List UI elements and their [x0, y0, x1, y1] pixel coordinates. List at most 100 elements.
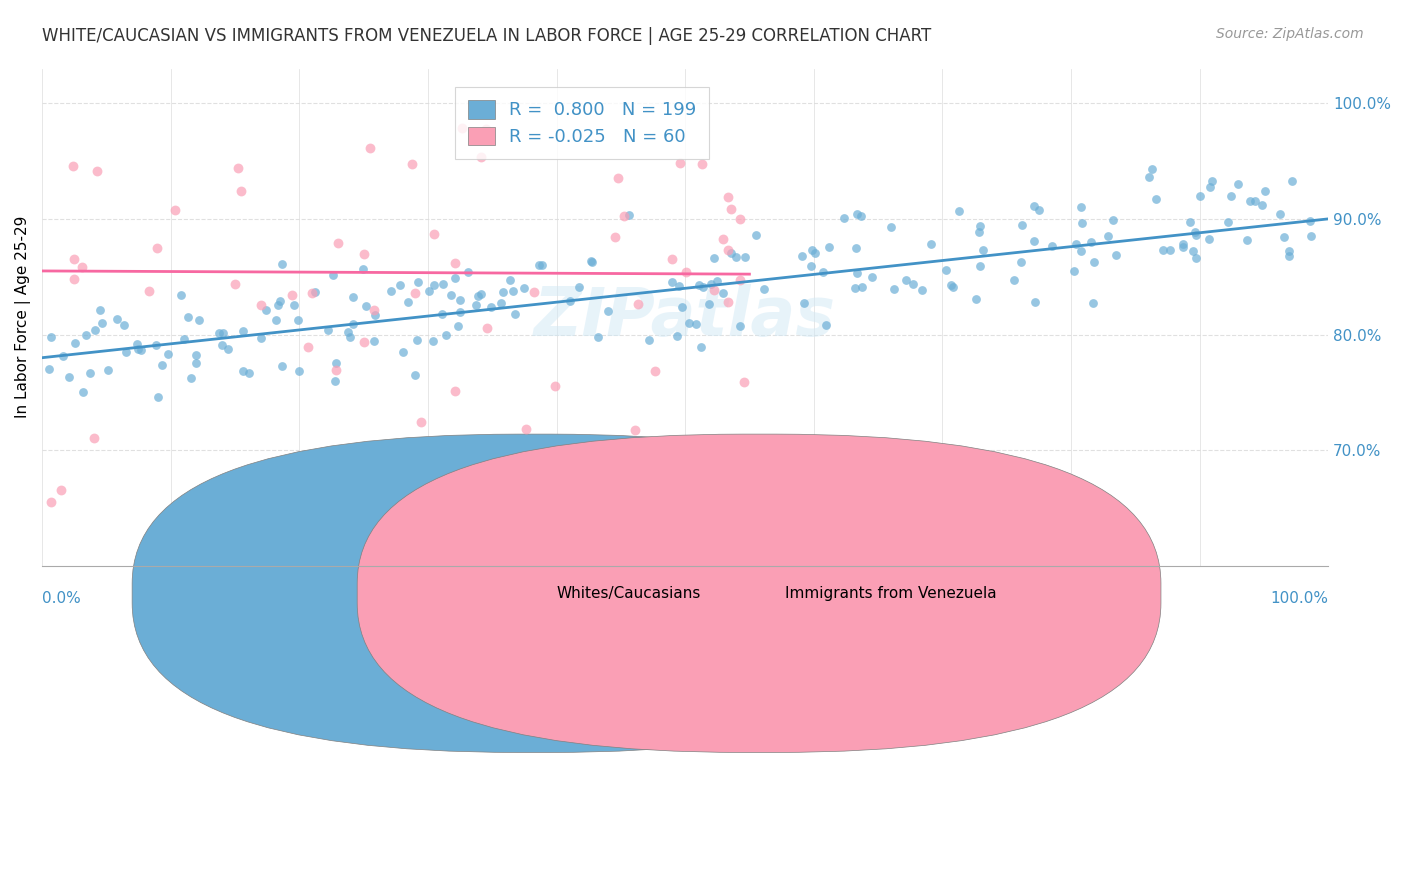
Point — [364, 308, 387, 322]
Point — [967, 225, 990, 239]
Point — [1278, 249, 1301, 263]
Point — [127, 336, 149, 351]
Point — [790, 249, 813, 263]
Point — [470, 287, 492, 301]
FancyBboxPatch shape — [357, 434, 1161, 753]
Point — [304, 285, 326, 299]
Point — [322, 268, 344, 282]
Point — [617, 208, 640, 222]
Point — [1028, 203, 1050, 218]
Point — [697, 296, 720, 310]
Text: 0.0%: 0.0% — [42, 591, 82, 606]
Point — [1097, 229, 1119, 244]
Point — [920, 237, 942, 252]
Y-axis label: In Labor Force | Age 25-29: In Labor Force | Age 25-29 — [15, 216, 31, 418]
Point — [717, 295, 740, 310]
Point — [668, 279, 690, 293]
Point — [86, 163, 108, 178]
Point — [661, 275, 683, 289]
Point — [354, 299, 377, 313]
Point — [972, 243, 994, 257]
Point — [363, 334, 385, 348]
Text: WHITE/CAUCASIAN VS IMMIGRANTS FROM VENEZUELA IN LABOR FORCE | AGE 25-29 CORRELAT: WHITE/CAUCASIAN VS IMMIGRANTS FROM VENEZ… — [42, 27, 931, 45]
Point — [1152, 243, 1174, 257]
Point — [264, 313, 287, 327]
Point — [83, 323, 105, 337]
Point — [845, 241, 868, 255]
Point — [948, 203, 970, 218]
Point — [733, 375, 755, 389]
Point — [849, 209, 872, 223]
Point — [1272, 229, 1295, 244]
Point — [380, 285, 402, 299]
Point — [793, 296, 815, 310]
Point — [58, 369, 80, 384]
Point — [717, 190, 740, 204]
Text: Immigrants from Venezuela: Immigrants from Venezuela — [786, 586, 997, 601]
Point — [883, 282, 905, 296]
Point — [666, 328, 689, 343]
Point — [1254, 184, 1277, 198]
Point — [713, 232, 735, 246]
Point — [1181, 244, 1204, 258]
Point — [165, 202, 187, 217]
Point — [232, 324, 254, 338]
Point — [325, 356, 347, 370]
Point — [129, 343, 152, 357]
Point — [451, 121, 474, 136]
Point — [499, 273, 522, 287]
Point — [581, 254, 603, 268]
Point — [465, 298, 488, 312]
Point — [447, 319, 470, 334]
Point — [188, 313, 211, 327]
Point — [72, 384, 94, 399]
Point — [404, 285, 426, 300]
Point — [353, 247, 375, 261]
Point — [1070, 200, 1092, 214]
Point — [1189, 189, 1212, 203]
Point — [965, 292, 987, 306]
Point — [1171, 237, 1194, 252]
Point — [1040, 239, 1063, 253]
Point — [1022, 235, 1045, 249]
Point — [624, 423, 647, 437]
Point — [148, 390, 170, 404]
Point — [342, 318, 364, 332]
Point — [1081, 296, 1104, 310]
Point — [815, 318, 838, 332]
Point — [271, 359, 294, 374]
Point — [1198, 231, 1220, 245]
Point — [730, 212, 752, 227]
Point — [297, 340, 319, 354]
Point — [515, 422, 537, 436]
Point — [186, 348, 208, 362]
Point — [668, 156, 690, 170]
Point — [523, 285, 546, 299]
Point — [1083, 255, 1105, 269]
Point — [170, 288, 193, 302]
Point — [1184, 225, 1206, 239]
Point — [911, 283, 934, 297]
Point — [404, 368, 426, 383]
Text: Source: ZipAtlas.com: Source: ZipAtlas.com — [1216, 27, 1364, 41]
Point — [1281, 174, 1303, 188]
Point — [703, 516, 725, 530]
Point — [477, 321, 499, 335]
Point — [479, 300, 502, 314]
Point — [703, 284, 725, 298]
Point — [229, 184, 252, 198]
Point — [1070, 216, 1092, 230]
Point — [903, 277, 925, 291]
Point — [1201, 173, 1223, 187]
Point — [316, 323, 339, 337]
Point — [444, 384, 467, 398]
Point — [418, 284, 440, 298]
Point — [411, 415, 433, 429]
Point — [1278, 244, 1301, 258]
Point — [671, 300, 693, 314]
Point — [83, 431, 105, 445]
Point — [1063, 264, 1085, 278]
Point — [467, 289, 489, 303]
Point — [1137, 170, 1160, 185]
Point — [1101, 213, 1123, 227]
